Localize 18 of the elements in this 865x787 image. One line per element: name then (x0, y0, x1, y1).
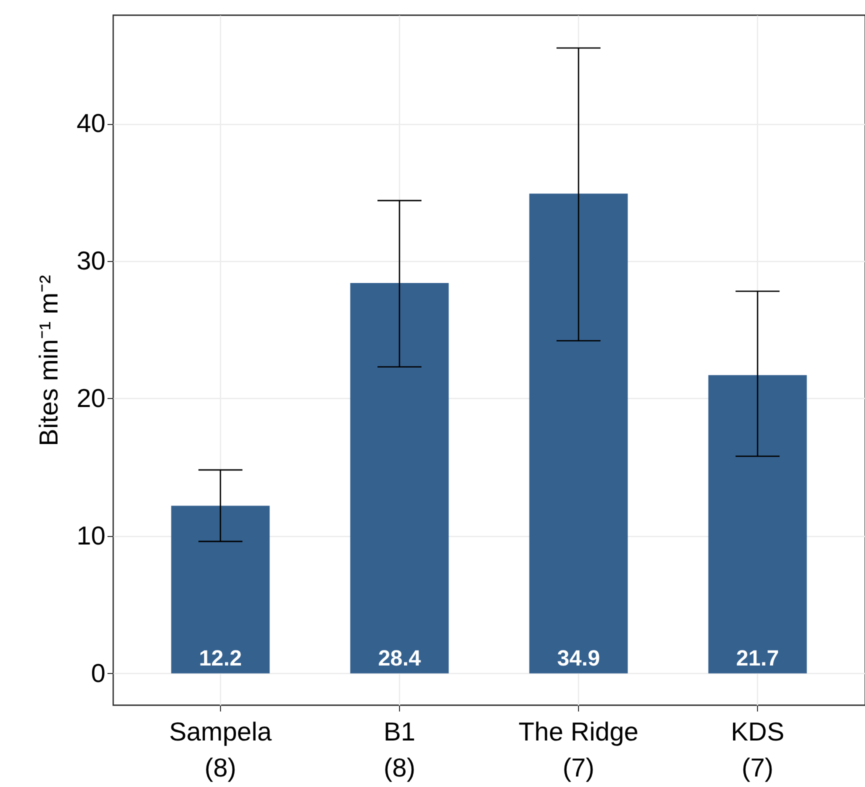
y-tick-label: 10 (76, 520, 106, 550)
x-tick-label: B1 (8) (384, 716, 416, 782)
bar (350, 283, 449, 674)
data-label: 21.7 (736, 645, 779, 670)
y-tick-label: 20 (76, 382, 106, 413)
x-tick-label: Sampela (8) (169, 716, 272, 782)
y-tick-label: 40 (76, 108, 106, 138)
y-axis-title: Bites min⁻¹ m⁻² (34, 274, 64, 446)
y-tick-label: 0 (91, 658, 106, 688)
x-tick-label: The Ridge (7) (518, 716, 639, 782)
bar (171, 506, 270, 674)
y-tick-label: 30 (76, 246, 106, 276)
bar (708, 375, 807, 674)
data-label: 34.9 (557, 645, 600, 670)
x-tick-label: KDS (7) (730, 716, 784, 782)
bar (529, 194, 628, 674)
data-label: 12.2 (199, 645, 242, 670)
data-label: 28.4 (378, 645, 422, 670)
